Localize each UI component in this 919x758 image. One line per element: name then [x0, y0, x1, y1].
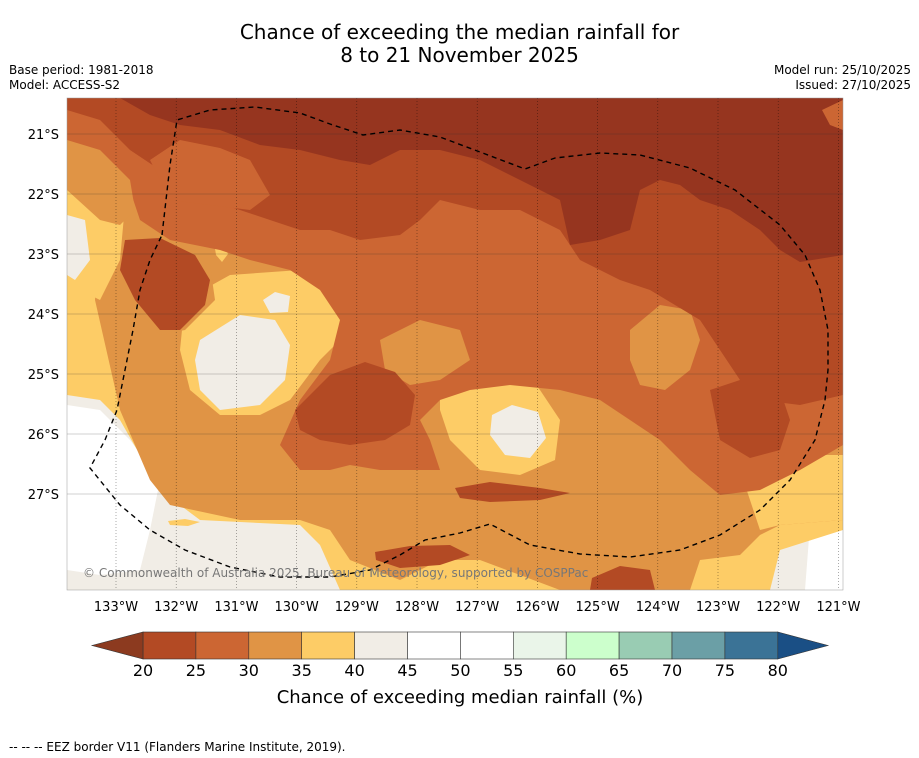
longitude-label: 124°W: [636, 600, 680, 615]
longitude-label: 133°W: [94, 600, 138, 615]
longitude-label: 121°W: [816, 600, 860, 615]
region-20: [710, 380, 790, 458]
colorbar-tick-label: 50: [450, 661, 470, 680]
region-40: [263, 292, 290, 313]
map-title-line1: Chance of exceeding the median rainfall …: [239, 20, 680, 44]
region-40: [490, 405, 546, 458]
region-20: [590, 566, 655, 590]
region-20: [120, 238, 210, 330]
latitude-label: 24°S: [28, 308, 59, 323]
colorbar-segment: [724, 631, 779, 660]
copyright-notice: © Commonwealth of Australia 2025, Bureau…: [83, 566, 588, 580]
colorbar-under-arrow: [90, 631, 144, 660]
latitude-labels: 21°S 22°S 23°S 24°S 25°S 26°S 27°S: [28, 128, 59, 503]
colorbar-tick-label: 30: [239, 661, 259, 680]
longitude-label: 127°W: [455, 600, 499, 615]
colorbar-segment: [142, 631, 197, 660]
colorbar-ticks: 20 25 30 35 40 45 50 55 60 65 70 75 80: [133, 661, 788, 680]
eez-border: [89, 106, 829, 578]
region-25: [150, 140, 270, 210]
colorbar-segment: [512, 631, 567, 660]
longitude-label: 123°W: [696, 600, 740, 615]
colorbar-segment: [354, 631, 408, 660]
colorbar-segment: [565, 631, 620, 660]
issued-date: Issued: 27/10/2025: [795, 78, 911, 92]
eez-legend-note: -- -- -- EEZ border V11 (Flanders Marine…: [9, 740, 346, 754]
longitude-label: 125°W: [576, 600, 620, 615]
colorbar-tick-label: 40: [344, 661, 364, 680]
longitude-label: 130°W: [275, 600, 319, 615]
region-20: [295, 362, 415, 445]
model-name: Model: ACCESS-S2: [9, 78, 121, 92]
latitude-label: 22°S: [28, 188, 59, 203]
region-30: [380, 320, 470, 385]
region-45: [67, 405, 160, 575]
colorbar-tick-label: 35: [292, 661, 312, 680]
colorbar-tick-label: 80: [768, 661, 788, 680]
region-20: [375, 545, 470, 568]
colorbar-segment: [248, 631, 303, 660]
map-frame: [66, 97, 844, 591]
latitude-lines: [67, 133, 843, 495]
map-title-line2: 8 to 21 November 2025: [340, 43, 579, 67]
colorbar-tick-label: 75: [715, 661, 735, 680]
colorbar-tick-label: 45: [397, 661, 417, 680]
latitude-label: 23°S: [28, 248, 59, 263]
longitude-label: 132°W: [154, 600, 198, 615]
longitude-label: 122°W: [756, 600, 800, 615]
colorbar-tick-label: 60: [556, 661, 576, 680]
rainfall-map: © Commonwealth of Australia 2025, Bureau…: [67, 98, 843, 590]
colorbar-segment: [671, 631, 726, 660]
colorbar-tick-label: 55: [503, 661, 523, 680]
longitude-label: 131°W: [214, 600, 258, 615]
longitude-label: 128°W: [395, 600, 439, 615]
latitude-label: 26°S: [28, 428, 59, 443]
region-15: [120, 98, 843, 262]
base-period: Base period: 1981-2018: [9, 63, 154, 77]
colorbar-segment: [195, 631, 250, 660]
colorbar-tick-label: 25: [186, 661, 206, 680]
region-20: [455, 482, 570, 502]
colorbar-segment: [618, 631, 673, 660]
longitude-labels: 133°W 132°W 131°W 130°W 129°W 128°W 127°W 126°W…: [94, 600, 861, 615]
colorbar-tick-label: 70: [662, 661, 682, 680]
region-40: [195, 315, 290, 410]
colorbar-segment: [301, 631, 355, 660]
model-run: Model run: 25/10/2025: [773, 63, 911, 77]
colorbar-segment: [460, 631, 514, 660]
colorbar-label: Chance of exceeding median rainfall (%): [277, 687, 644, 708]
colorbar: [90, 631, 830, 660]
longitude-label: 126°W: [515, 600, 559, 615]
colorbar-tick-label: 65: [609, 661, 629, 680]
colorbar-tick-label: 20: [133, 661, 153, 680]
latitude-label: 25°S: [28, 368, 59, 383]
colorbar-segment: [407, 631, 461, 660]
region-30: [67, 140, 135, 225]
region-30: [630, 305, 700, 390]
region-40: [67, 215, 90, 280]
graticule: [115, 98, 839, 590]
region-25: [822, 100, 843, 130]
longitude-label: 129°W: [335, 600, 379, 615]
latitude-label: 27°S: [28, 488, 59, 503]
latitude-label: 21°S: [28, 128, 59, 143]
colorbar-over-arrow: [777, 631, 830, 660]
region-20: [665, 190, 695, 245]
